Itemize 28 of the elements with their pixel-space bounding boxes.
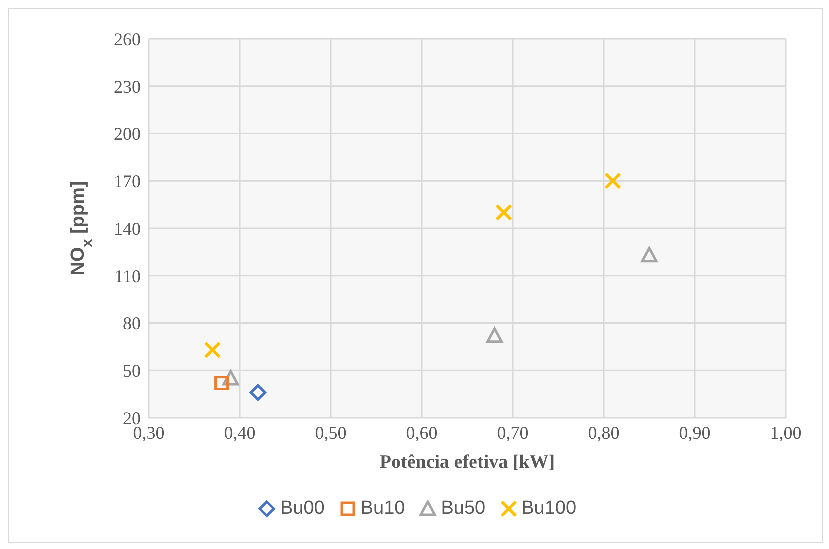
point: [250, 384, 266, 401]
point: [495, 204, 512, 222]
legend-label: Bu10: [360, 498, 406, 520]
legend-label: Bu50: [440, 498, 486, 520]
y-tick-label: 200: [114, 124, 141, 144]
point: [214, 376, 230, 391]
y-tick-label: 50: [123, 361, 141, 382]
y-tick-label: 80: [123, 314, 141, 334]
x-tick-label: 0,70: [497, 422, 529, 443]
point: [641, 247, 658, 263]
y-tick-label: 140: [114, 218, 141, 239]
x-tick-label: 0,40: [224, 422, 256, 443]
y-tick-label: 170: [114, 172, 141, 192]
point: [604, 172, 622, 190]
x-tick-label: 0,80: [588, 422, 620, 443]
y-tick-label: 110: [114, 266, 141, 286]
y-tick-label: 230: [114, 76, 141, 97]
point: [486, 328, 504, 344]
y-tick-label: 20: [123, 408, 141, 428]
legend-label: Bu00: [279, 498, 325, 520]
x-tick-label: 1,00: [770, 422, 802, 443]
x-tick-label: 0,60: [406, 422, 438, 443]
x-tick-label: 0,90: [679, 422, 711, 443]
point: [204, 342, 222, 359]
y-tick-label: 260: [114, 29, 141, 50]
legend-label: Bu100: [520, 498, 577, 520]
x-tick-label: 0,50: [315, 422, 347, 443]
x-axis-title: Potência efetiva [kW]: [380, 452, 556, 473]
